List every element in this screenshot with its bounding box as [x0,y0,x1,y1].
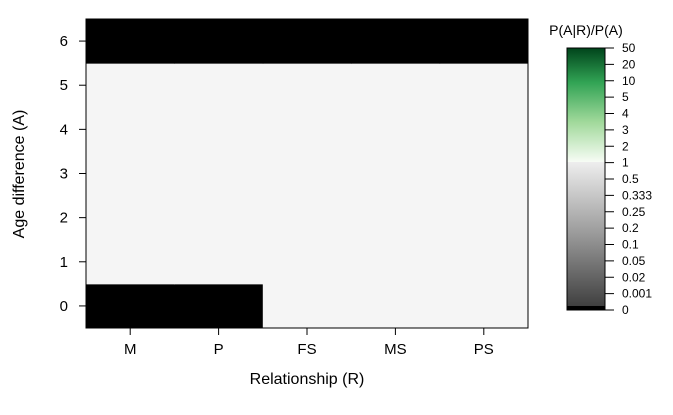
colorbar-tick-label: 0.1 [622,238,639,252]
heatmap-cell-MS-6 [351,19,441,64]
y-tick-label: 5 [60,77,68,94]
x-axis-label: Relationship (R) [250,371,365,388]
y-axis-label: Age difference (A) [11,110,28,239]
colorbar-green-segment [567,48,605,162]
heatmap-cell-MS-3 [351,151,441,197]
colorbar-ticks: 0 0.001 0.02 0.05 0.1 0.2 0.25 0.333 0.5 1 2 3 4 5 10 2… [605,41,652,317]
y-axis: 0 1 2 3 4 5 6 [60,33,86,315]
colorbar-tick-label: 20 [622,57,636,71]
heatmap-cell-FS-2 [262,195,352,241]
y-tick-label: 3 [60,166,68,183]
heatmap-cell-MS-4 [351,107,441,152]
x-tick-label: PS [474,341,494,358]
x-tick-label: FS [297,341,316,358]
heatmap-cell-M-2 [86,195,175,241]
x-axis: M P FS MS PS [124,328,494,358]
x-tick-label: MS [384,341,407,358]
colorbar-tick-label: 2 [622,139,629,153]
heatmap-cell-FS-0 [262,283,352,329]
heatmap-cell-PS-4 [439,107,529,152]
heatmap-cells [86,19,529,329]
colorbar-tick-label: 0.2 [622,221,639,235]
colorbar: P(A|R)/P(A) 0 0.001 0.02 0.05 0.1 0.2 0.25 0.33… [549,22,652,317]
y-tick-label: 4 [60,121,68,138]
colorbar-tick-label: 5 [622,90,629,104]
colorbar-tick-label: 0.05 [622,254,646,268]
heatmap-cell-P-6 [174,19,264,64]
x-tick-label: P [214,341,224,358]
heatmap-cell-M-4 [86,107,175,152]
y-tick-label: 6 [60,33,68,50]
colorbar-tick-label: 10 [622,74,636,88]
colorbar-tick-label: 1 [622,156,629,170]
heatmap-cell-FS-3 [262,151,352,197]
heatmap-cell-P-2 [174,195,264,241]
y-tick-label: 0 [60,298,68,315]
colorbar-tick-label: 0.25 [622,205,646,219]
y-tick-label: 1 [60,254,68,271]
heatmap-cell-M-1 [86,239,175,285]
heatmap-cell-PS-3 [439,151,529,197]
colorbar-tick-label: 0 [622,303,629,317]
heatmap-cell-M-5 [86,63,175,108]
x-tick-label: M [124,341,137,358]
heatmap-cell-M-0 [86,283,175,329]
heatmap-cell-PS-0 [439,283,529,329]
heatmap-cell-MS-0 [351,283,441,329]
heatmap-cell-P-3 [174,151,264,197]
heatmap-cell-MS-1 [351,239,441,285]
colorbar-tick-label: 0.5 [622,172,639,186]
heatmap-cell-M-6 [86,19,175,64]
heatmap-cell-P-5 [174,63,264,108]
heatmap-cell-PS-2 [439,195,529,241]
colorbar-tick-label: 0.02 [622,270,646,284]
colorbar-tick-label: 0.001 [622,287,652,301]
colorbar-tick-label: 50 [622,41,636,55]
colorbar-title: P(A|R)/P(A) [549,22,623,38]
heatmap-cell-MS-5 [351,63,441,108]
heatmap-cell-FS-1 [262,239,352,285]
heatmap-cell-FS-6 [262,19,352,64]
y-tick-label: 2 [60,210,68,227]
heatmap-cell-P-1 [174,239,264,285]
colorbar-gray-segment [567,162,605,306]
colorbar-tick-label: 3 [622,123,629,137]
heatmap-cell-FS-5 [262,63,352,108]
heatmap-cell-PS-6 [439,19,529,64]
colorbar-tick-label: 4 [622,107,629,121]
heatmap-cell-M-3 [86,151,175,197]
heatmap-cell-MS-2 [351,195,441,241]
heatmap-cell-FS-4 [262,107,352,152]
colorbar-tick-label: 0.333 [622,188,652,202]
heatmap-cell-PS-5 [439,63,529,108]
heatmap-cell-P-0 [174,283,264,329]
heatmap-cell-PS-1 [439,239,529,285]
colorbar-zero-segment [567,306,605,310]
heatmap-cell-P-4 [174,107,264,152]
